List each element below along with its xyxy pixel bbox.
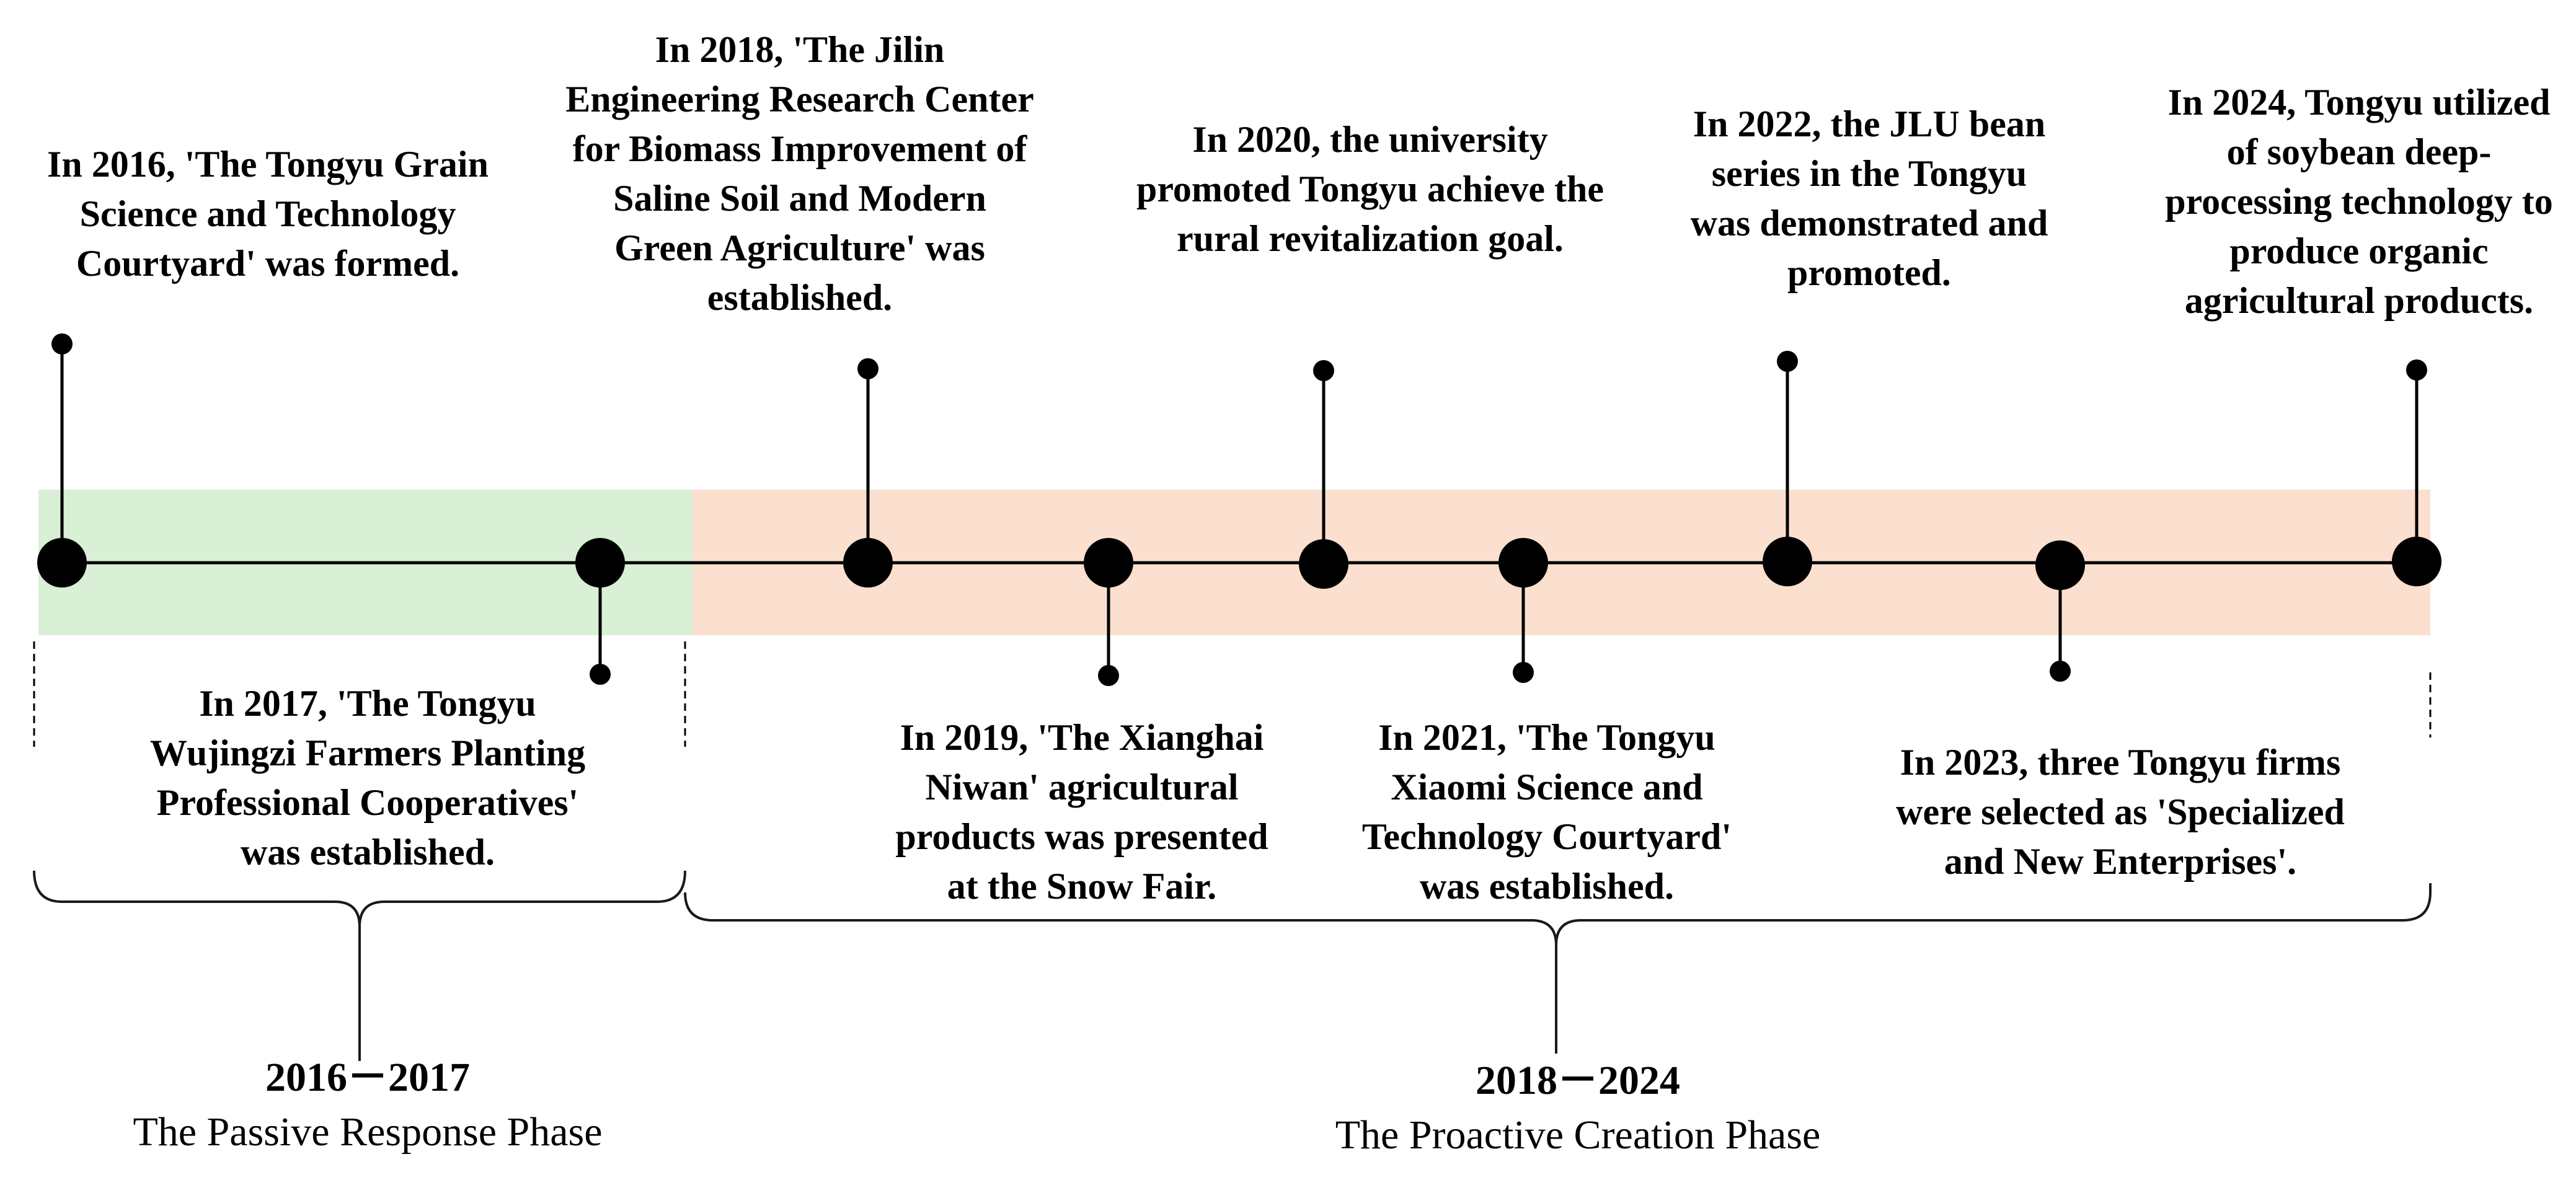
axis-node-2018: [843, 538, 893, 588]
axis-node-2016: [37, 538, 87, 588]
stem-dot-2022: [1777, 351, 1798, 372]
passive-phase-years: 2016－2017: [265, 1055, 470, 1100]
stem-dot-2019: [1098, 665, 1119, 686]
event-2021-label: In 2021, 'The Tongyu Xiaomi Science and …: [1361, 717, 1732, 907]
event-2019-label: In 2019, 'The Xianghai Niwan' agricultur…: [895, 717, 1268, 907]
passive-phase-title: 2016－2017 The Passive Response Phase: [133, 1050, 602, 1160]
stem-dot-2020: [1313, 360, 1334, 381]
stem-dot-2016: [51, 333, 73, 354]
event-2017-label: In 2017, 'The Tongyu Wujingzi Farmers Pl…: [149, 683, 586, 873]
axis-node-2021: [1498, 538, 1548, 588]
stem-dot-2024: [2406, 359, 2427, 381]
axis-node-2024: [2392, 537, 2441, 586]
axis-node-2023: [2035, 540, 2085, 590]
stem-dot-2017: [590, 664, 611, 685]
stem-dot-2018: [857, 358, 879, 379]
axis-node-2020: [1299, 539, 1348, 589]
axis-node-2022: [1763, 537, 1812, 586]
event-2024-label: In 2024, Tongyu utilized of soybean deep…: [2165, 82, 2553, 321]
passive-phase-name: The Passive Response Phase: [133, 1109, 603, 1155]
event-2022-label: In 2022, the JLU bean series in the Tong…: [1690, 103, 2048, 293]
axis-node-2019: [1084, 538, 1133, 588]
event-2018-label: In 2018, 'The Jilin Engineering Research…: [565, 29, 1034, 318]
proactive-phase-title: 2018－2024 The Proactive Creation Phase: [1335, 1054, 1821, 1163]
proactive-phase-name: The Proactive Creation Phase: [1335, 1112, 1821, 1158]
passive-phase-bracket: [33, 870, 686, 1061]
proactive-phase-years: 2018－2024: [1476, 1058, 1680, 1103]
event-2020-label: In 2020, the university promoted Tongyu …: [1136, 119, 1604, 259]
proactive-phase-bracket: [684, 883, 2432, 1054]
event-2023-label: In 2023, three Tongyu firms were selecte…: [1896, 742, 2345, 882]
event-2016-label: In 2016, 'The Tongyu Grain Science and T…: [47, 144, 489, 284]
stem-dot-2021: [1513, 662, 1534, 683]
axis-node-2017: [575, 538, 625, 588]
stem-dot-2023: [2050, 661, 2071, 682]
